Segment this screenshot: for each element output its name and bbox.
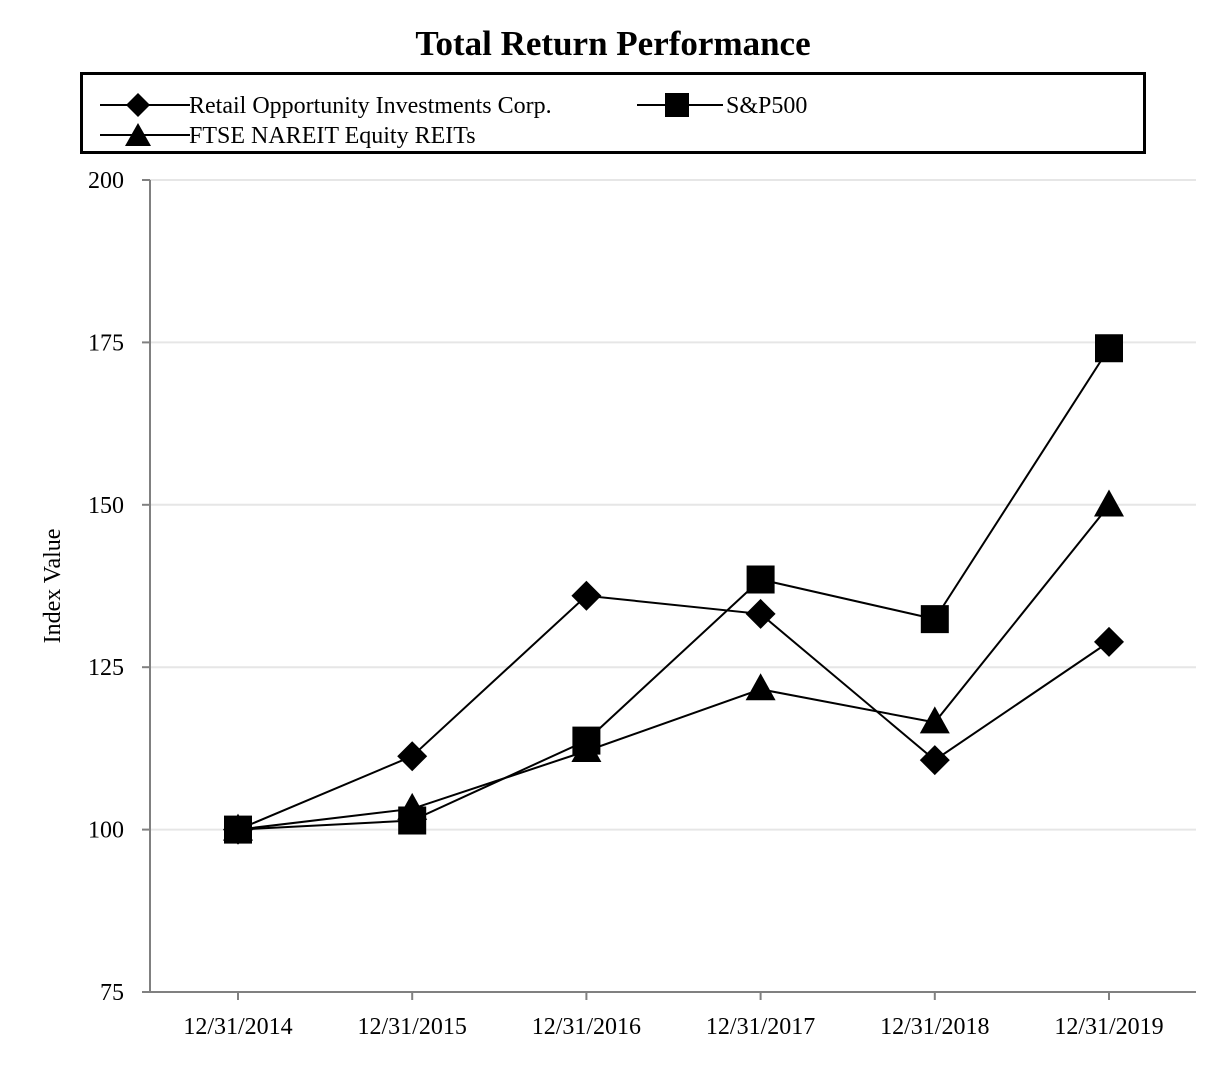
square-marker-icon <box>665 93 689 117</box>
series-line-triangle <box>237 504 1110 831</box>
triangle-marker-icon <box>125 123 151 146</box>
legend-item-ftse: FTSE NAREIT Equity REITs <box>100 123 476 149</box>
data-point-diamond <box>571 580 602 611</box>
data-point-triangle <box>571 734 602 762</box>
legend-label-sp500: S&P500 <box>726 93 807 119</box>
data-point-triangle <box>919 706 950 734</box>
legend-item-sp500: S&P500 <box>637 93 807 119</box>
data-point-square <box>920 605 949 634</box>
y-tick-label: 200 <box>88 168 124 194</box>
x-tick-label: 12/31/2015 <box>358 1014 467 1040</box>
data-point-diamond <box>397 741 428 772</box>
x-tick-label: 12/31/2016 <box>532 1014 641 1040</box>
legend-svg: Retail Opportunity Investments Corp. S&P… <box>100 93 807 149</box>
series-line-square <box>237 347 1110 831</box>
diamond-marker-icon <box>126 93 150 117</box>
y-tick-label: 150 <box>88 493 124 519</box>
x-tick-label: 12/31/2017 <box>706 1014 815 1040</box>
data-point-diamond <box>919 745 950 776</box>
y-tick-label: 75 <box>100 980 124 1006</box>
x-tick-label: 12/31/2018 <box>880 1014 989 1040</box>
series-line-diamond <box>237 594 1110 831</box>
y-tick-label: 125 <box>88 655 124 681</box>
legend-label-ftse: FTSE NAREIT Equity REITs <box>189 123 476 149</box>
data-point-square <box>1095 334 1123 363</box>
data-point-triangle <box>397 792 428 820</box>
y-tick-label: 100 <box>88 818 124 844</box>
data-point-diamond <box>745 598 776 629</box>
data-point-triangle <box>1094 489 1124 517</box>
x-tick-label: 12/31/2019 <box>1054 1014 1163 1040</box>
data-point-diamond <box>1094 626 1124 657</box>
data-point-square <box>746 565 775 594</box>
series-lines <box>223 334 1124 845</box>
data-point-triangle <box>223 813 253 841</box>
legend-label-retail: Retail Opportunity Investments Corp. <box>189 93 552 119</box>
y-tick-label: 175 <box>88 330 124 356</box>
x-tick-label: 12/31/2014 <box>183 1014 292 1040</box>
legend-item-retail: Retail Opportunity Investments Corp. <box>100 93 552 119</box>
axes: 75 100 125 150 175 200 12/31/2014 12/31/2015 12/… <box>88 168 1196 1040</box>
legend: Retail Opportunity Investments Corp. S&P… <box>80 72 1146 154</box>
gridlines <box>150 179 1196 831</box>
data-point-triangle <box>745 673 776 701</box>
chart-title: Total Return Performance <box>415 24 811 63</box>
y-axis-label: Index Value <box>40 529 66 644</box>
